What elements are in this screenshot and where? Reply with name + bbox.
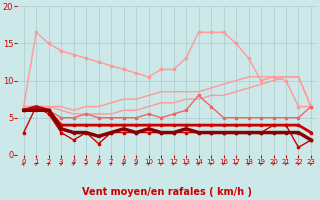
X-axis label: Vent moyen/en rafales ( km/h ): Vent moyen/en rafales ( km/h )	[82, 187, 252, 197]
